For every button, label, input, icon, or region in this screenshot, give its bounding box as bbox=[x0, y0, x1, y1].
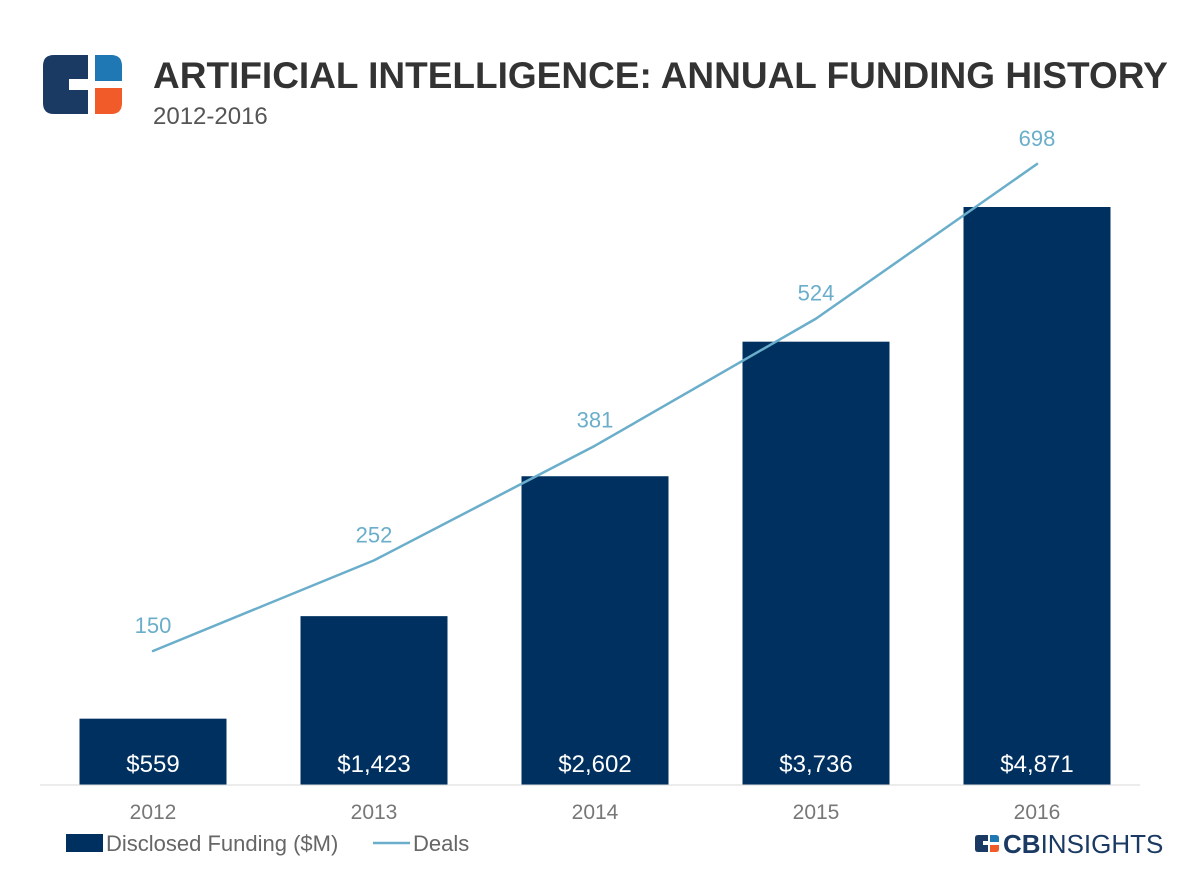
brand-name-rest: INSIGHTS bbox=[1041, 829, 1164, 859]
deals-label: 381 bbox=[577, 408, 614, 433]
x-tick-label: 2013 bbox=[351, 801, 398, 824]
deals-label: 252 bbox=[356, 522, 393, 547]
legend-label-deals: Deals bbox=[413, 831, 469, 856]
brand-name: CBINSIGHTS bbox=[1003, 829, 1163, 859]
cb-insights-small-logo-icon bbox=[975, 835, 999, 852]
funding-bar bbox=[521, 476, 669, 785]
funding-bar-label: $4,871 bbox=[1000, 751, 1073, 778]
x-tick-label: 2014 bbox=[572, 801, 619, 824]
funding-bar bbox=[79, 718, 227, 785]
x-tick-layer: 2012 2013 2014 2015 2016 bbox=[130, 801, 1061, 824]
bars-layer bbox=[79, 207, 1111, 785]
deals-label: 698 bbox=[1019, 126, 1056, 151]
legend: Disclosed Funding ($M) Deals bbox=[66, 831, 469, 856]
funding-bar-label: $2,602 bbox=[558, 751, 631, 778]
chart-title: ARTIFICIAL INTELLIGENCE: ANNUAL FUNDING … bbox=[153, 55, 1168, 96]
x-tick-label: 2015 bbox=[793, 801, 840, 824]
x-tick-label: 2012 bbox=[130, 801, 177, 824]
deals-label: 150 bbox=[135, 613, 172, 638]
funding-bar bbox=[742, 341, 890, 785]
brand-name-bold: CB bbox=[1003, 829, 1041, 859]
funding-bar-label: $3,736 bbox=[779, 751, 852, 778]
funding-bar-label: $559 bbox=[126, 751, 179, 778]
funding-bar-label: $1,423 bbox=[337, 751, 410, 778]
deals-label: 524 bbox=[798, 281, 835, 306]
labels-layer: $559 150 $1,423 252 $2,602 381 $3,736 524 $4,871… bbox=[126, 126, 1073, 778]
cb-insights-brand: CBINSIGHTS bbox=[975, 829, 1163, 859]
deals-line-layer bbox=[151, 162, 1039, 653]
funding-bar bbox=[963, 207, 1111, 785]
legend-swatch-funding bbox=[66, 834, 103, 852]
x-tick-label: 2016 bbox=[1014, 801, 1061, 824]
funding-bar bbox=[300, 616, 448, 785]
chart-subtitle: 2012-2016 bbox=[153, 103, 268, 130]
legend-label-funding: Disclosed Funding ($M) bbox=[106, 831, 338, 856]
cb-insights-logo-icon bbox=[43, 55, 122, 114]
